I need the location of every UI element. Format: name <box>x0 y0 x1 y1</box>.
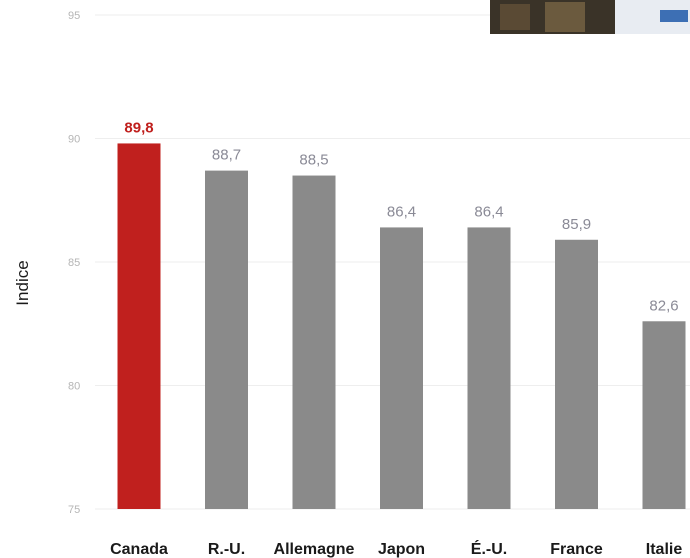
y-tick-label: 75 <box>68 504 80 516</box>
category-label-2: Allemagne <box>274 541 355 558</box>
y-tick-label: 80 <box>68 381 80 393</box>
value-label-3: 86,4 <box>387 203 416 220</box>
category-label-0: Canada <box>110 541 168 558</box>
value-label-6: 82,6 <box>649 297 678 314</box>
value-label-0: 89,8 <box>124 119 153 136</box>
category-label-4: É.-U. <box>471 539 507 558</box>
y-axis-label: Indice <box>13 260 32 305</box>
y-tick-label: 85 <box>68 257 80 269</box>
value-label-2: 88,5 <box>299 152 328 169</box>
y-axis-ticks: 75 80 85 90 95 <box>68 10 80 516</box>
category-labels: Canada R.-U. Allemagne Japon É.-U. France Ital… <box>110 539 682 558</box>
value-label-1: 88,7 <box>212 147 241 164</box>
bar-4 <box>467 227 511 510</box>
bar-3 <box>380 227 423 510</box>
bar-6 <box>642 321 686 509</box>
value-label-4: 86,4 <box>474 203 503 220</box>
bar-2 <box>292 175 336 510</box>
bar-0 <box>117 143 161 509</box>
y-tick-label: 90 <box>68 134 80 146</box>
value-labels: 89,8 88,7 88,5 86,4 86,4 85,9 82,6 <box>124 119 678 314</box>
bars <box>117 143 686 510</box>
photo-inset <box>490 0 690 34</box>
y-tick-label: 95 <box>68 10 80 22</box>
category-label-1: R.-U. <box>208 541 245 558</box>
category-label-3: Japon <box>378 541 425 558</box>
bar-5 <box>555 239 598 509</box>
bar-1 <box>205 170 248 510</box>
value-label-5: 85,9 <box>562 216 591 233</box>
category-label-5: France <box>550 541 603 558</box>
category-label-6: Italie <box>646 541 683 558</box>
